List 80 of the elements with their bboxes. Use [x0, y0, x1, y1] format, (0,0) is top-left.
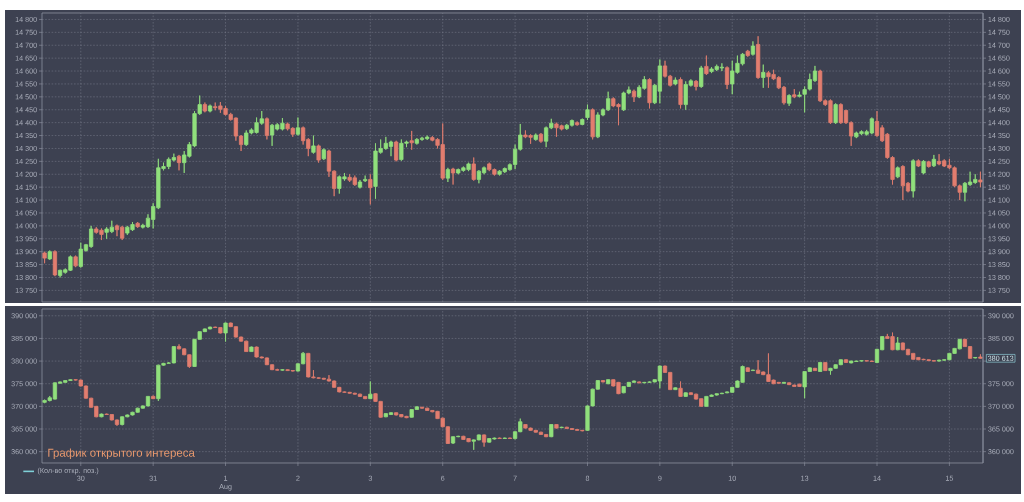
candlestick [843, 358, 849, 364]
candlestick [445, 167, 450, 183]
candlestick [73, 255, 78, 268]
candlestick [207, 326, 213, 330]
candlestick [502, 437, 507, 440]
candlestick [497, 437, 502, 440]
candlestick [580, 118, 585, 126]
candlestick [249, 346, 254, 353]
candlestick [316, 144, 321, 164]
candlestick [921, 159, 926, 175]
candlestick [931, 154, 936, 168]
candlestick [673, 386, 678, 391]
candlestick [699, 65, 704, 89]
candlestick [99, 413, 104, 418]
candlestick [724, 66, 730, 90]
candlestick [368, 381, 373, 400]
candlestick [606, 378, 611, 385]
candlestick [202, 102, 207, 113]
candlestick [135, 221, 140, 229]
candlestick [47, 249, 52, 261]
candlestick [450, 167, 456, 185]
candlestick [559, 426, 564, 429]
candlestick [363, 175, 368, 183]
candlestick [590, 108, 595, 140]
candlestick [781, 381, 787, 385]
candlestick [600, 379, 606, 383]
candlestick [895, 336, 900, 351]
candlestick [42, 251, 47, 264]
candlestick [280, 368, 285, 371]
candlestick [394, 140, 399, 162]
candlestick [683, 391, 688, 398]
candlestick [554, 423, 559, 429]
candlestick [750, 369, 756, 372]
candlestick [761, 64, 766, 89]
candlestick [295, 117, 301, 136]
candlestick [52, 249, 58, 277]
candlestick [704, 55, 709, 76]
candlestick [311, 135, 316, 155]
candlestick [787, 93, 792, 107]
candlestick [678, 381, 683, 398]
candlestick [507, 437, 513, 440]
candlestick [916, 158, 921, 168]
candlestick [895, 166, 900, 179]
candlestick [693, 79, 699, 91]
candlestick [750, 40, 756, 56]
candlestick [575, 120, 580, 127]
candlestick [647, 77, 652, 109]
candlestick [471, 157, 476, 182]
candlestick [585, 104, 590, 121]
candlestick [745, 367, 750, 373]
candlestick [745, 49, 750, 58]
candlestick [631, 89, 637, 103]
candlestick [207, 104, 213, 113]
candlestick [409, 130, 414, 151]
candlestick [264, 117, 270, 140]
candlestick [176, 154, 182, 171]
candlestick [792, 88, 797, 99]
candlestick [673, 77, 678, 86]
candlestick [911, 158, 916, 198]
candlestick [533, 133, 538, 142]
candlestick [926, 160, 931, 168]
annotation: График открытого интереса [48, 448, 195, 460]
candlestick [549, 423, 554, 438]
candlestick [223, 322, 228, 342]
candlestick [978, 353, 983, 360]
candlestick [538, 132, 544, 144]
candlestick [978, 171, 983, 188]
candlestick [755, 35, 761, 80]
candlestick [823, 361, 828, 372]
candlestick [833, 102, 838, 125]
candlestick [812, 367, 818, 372]
candlestick [321, 148, 326, 161]
candlestick [357, 179, 363, 189]
candlestick [481, 434, 487, 448]
candlestick [818, 361, 823, 373]
candlestick [973, 356, 978, 359]
candlestick [368, 173, 373, 205]
candlestick [637, 381, 642, 384]
candlestick [151, 395, 156, 400]
candlestick [678, 77, 683, 109]
